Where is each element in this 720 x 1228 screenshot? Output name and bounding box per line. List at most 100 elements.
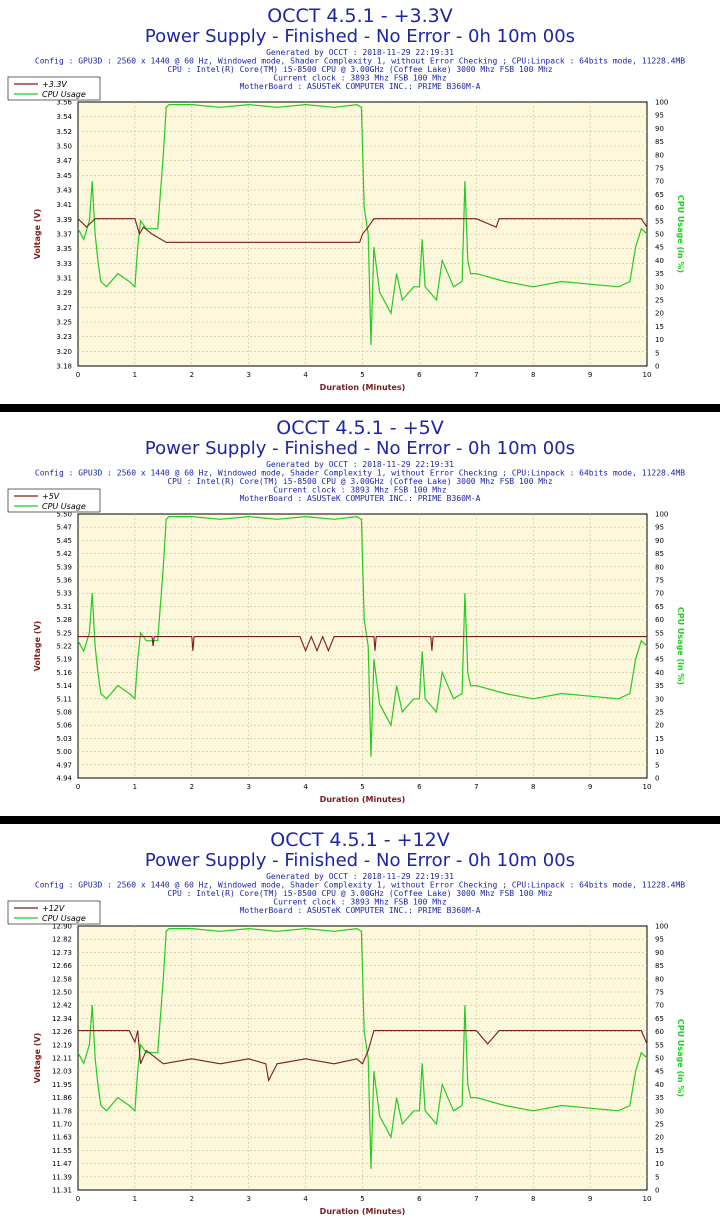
chart-title: OCCT 4.5.1 - +12V: [270, 829, 450, 851]
y-tick-label: 3.37: [56, 231, 72, 239]
x-tick-label: 7: [474, 783, 478, 791]
y2-tick-label: 35: [655, 1094, 664, 1102]
y-tick-label: 12.19: [52, 1041, 72, 1049]
y2-tick-label: 5: [655, 1173, 659, 1181]
y2-tick-label: 10: [655, 336, 664, 344]
x-tick-label: 9: [588, 1195, 592, 1203]
y-tick-label: 3.41: [56, 201, 72, 209]
legend-entry: CPU Usage: [42, 90, 86, 99]
y-tick-label: 4.97: [56, 761, 72, 769]
legend-entry: +5V: [42, 492, 60, 501]
y2-tick-label: 10: [655, 1160, 664, 1168]
y-tick-label: 5.33: [56, 590, 72, 598]
legend-entry: CPU Usage: [42, 502, 86, 511]
y2-tick-label: 5: [655, 349, 659, 357]
y2-tick-label: 55: [655, 217, 664, 225]
y2-tick-label: 25: [655, 709, 664, 717]
y2-tick-label: 15: [655, 323, 664, 331]
y-tick-label: 3.39: [56, 216, 72, 224]
y-tick-label: 3.23: [56, 333, 72, 341]
y2-tick-label: 60: [655, 616, 664, 624]
y-tick-label: 5.25: [56, 629, 72, 637]
y-tick-label: 5.06: [56, 722, 72, 730]
y-tick-label: 12.58: [52, 975, 72, 983]
info-line: Config : GPU3D : 2560 x 1440 @ 60 Hz, Wi…: [35, 881, 685, 890]
y-tick-label: 5.28: [56, 616, 72, 624]
y2-tick-label: 40: [655, 669, 664, 677]
y-tick-label: 3.20: [56, 348, 72, 356]
y2-tick-label: 55: [655, 629, 664, 637]
y2-tick-label: 20: [655, 722, 664, 730]
x-tick-label: 6: [417, 783, 422, 791]
y-tick-label: 5.03: [56, 735, 72, 743]
y2-tick-label: 50: [655, 1055, 664, 1063]
y2-tick-label: 65: [655, 1015, 664, 1023]
x-tick-label: 8: [531, 371, 535, 379]
y-tick-label: 12.03: [52, 1068, 72, 1076]
y2-tick-label: 90: [655, 537, 664, 545]
x-tick-label: 10: [643, 783, 652, 791]
y2-tick-label: 80: [655, 563, 664, 571]
y-tick-label: 11.63: [52, 1134, 72, 1142]
x-tick-label: 7: [474, 1195, 478, 1203]
y2-tick-label: 10: [655, 748, 664, 756]
y2-tick-label: 45: [655, 1068, 664, 1076]
info-line: Config : GPU3D : 2560 x 1440 @ 60 Hz, Wi…: [35, 57, 685, 66]
y-tick-label: 3.43: [56, 187, 72, 195]
y-tick-label: 12.90: [52, 923, 72, 931]
y2-tick-label: 15: [655, 1147, 664, 1155]
y2-tick-label: 85: [655, 962, 664, 970]
y2-tick-label: 85: [655, 138, 664, 146]
info-line: Config : GPU3D : 2560 x 1440 @ 60 Hz, Wi…: [35, 469, 685, 478]
x-tick-label: 4: [303, 371, 308, 379]
chart-subtitle: Power Supply - Finished - No Error - 0h …: [145, 438, 575, 459]
info-line: Current clock : 3893 Mhz FSB 100 Mhz: [273, 486, 447, 495]
info-line: CPU : Intel(R) Core(TM) i5-8500 CPU @ 3.…: [167, 889, 552, 898]
y-tick-label: 11.86: [52, 1094, 73, 1102]
legend-entry: +3.3V: [42, 80, 67, 89]
legend-entry: CPU Usage: [42, 914, 86, 923]
y2-tick-label: 60: [655, 204, 664, 212]
y-tick-label: 5.39: [56, 563, 72, 571]
y2-tick-label: 50: [655, 231, 664, 239]
y-tick-label: 5.31: [56, 603, 72, 611]
x-tick-label: 8: [531, 1195, 535, 1203]
series-line-voltage: [78, 635, 647, 653]
y2-tick-label: 75: [655, 577, 664, 585]
y-tick-label: 12.50: [52, 989, 72, 997]
y2-tick-label: 0: [655, 775, 659, 783]
y-tick-label: 11.95: [52, 1081, 72, 1089]
x-axis-label: Duration (Minutes): [320, 1207, 406, 1216]
y-tick-label: 11.78: [52, 1107, 72, 1115]
x-tick-label: 5: [360, 371, 364, 379]
legend-entry: +12V: [42, 904, 65, 913]
x-tick-label: 10: [643, 1195, 652, 1203]
y-tick-label: 5.14: [56, 682, 72, 690]
y-tick-label: 5.11: [56, 695, 72, 703]
y-tick-label: 12.26: [52, 1028, 73, 1036]
y-tick-label: 12.73: [52, 949, 72, 957]
y2-tick-label: 85: [655, 550, 664, 558]
x-tick-label: 9: [588, 783, 592, 791]
y2-tick-label: 40: [655, 257, 664, 265]
y-tick-label: 5.16: [56, 669, 72, 677]
x-tick-label: 6: [417, 1195, 422, 1203]
y2-tick-label: 95: [655, 936, 664, 944]
y-tick-label: 12.34: [52, 1015, 73, 1023]
x-tick-label: 1: [133, 371, 137, 379]
y2-axis-label: CPU Usage (in %): [676, 1019, 685, 1097]
y2-tick-label: 100: [655, 511, 668, 519]
x-tick-label: 3: [246, 783, 250, 791]
y-tick-label: 5.36: [56, 577, 72, 585]
series-line-voltage: [77, 218, 648, 243]
chart-subtitle: Power Supply - Finished - No Error - 0h …: [145, 850, 575, 871]
x-axis-label: Duration (Minutes): [320, 383, 406, 392]
y-tick-label: 12.82: [52, 936, 72, 944]
y2-tick-label: 75: [655, 989, 664, 997]
y-tick-label: 5.00: [56, 748, 72, 756]
y2-axis-label: CPU Usage (in %): [676, 195, 685, 273]
x-axis-label: Duration (Minutes): [320, 795, 406, 804]
